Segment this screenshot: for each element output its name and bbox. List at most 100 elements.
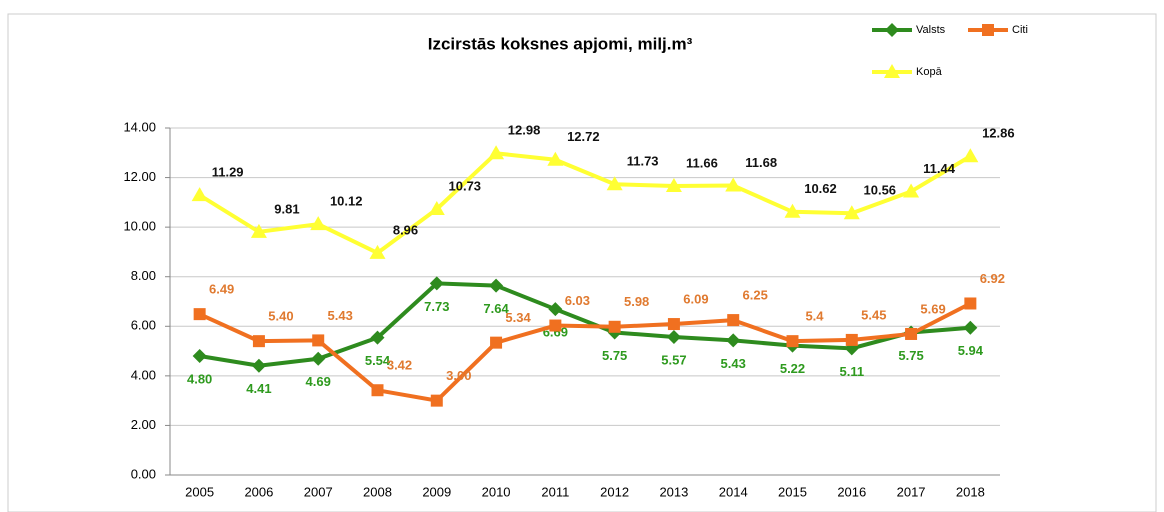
data-label: 10.56	[864, 183, 897, 198]
chart-title: Izcirstās koksnes apjomi, milj.m³	[428, 34, 693, 53]
data-label: 10.62	[804, 181, 837, 196]
data-label: 11.68	[745, 155, 777, 170]
marker	[311, 351, 326, 366]
data-label: 11.29	[212, 165, 244, 180]
data-label: 5.45	[861, 307, 886, 322]
data-label: 5.69	[920, 301, 945, 316]
data-label: 5.98	[624, 294, 649, 309]
x-tick-label: 2012	[600, 484, 629, 499]
data-label: 4.80	[187, 371, 212, 386]
marker	[312, 334, 325, 347]
data-label: 6.03	[565, 293, 590, 308]
marker	[428, 201, 445, 216]
marker	[252, 335, 265, 348]
y-tick-label: 10.00	[123, 219, 156, 234]
data-label: 6.49	[209, 282, 234, 297]
data-label: 12.86	[982, 126, 1015, 141]
marker	[665, 177, 682, 192]
data-label: 5.75	[602, 348, 627, 363]
x-tick-label: 2018	[956, 484, 985, 499]
x-tick-label: 2009	[422, 484, 451, 499]
data-label: 5.43	[721, 356, 746, 371]
marker	[786, 335, 799, 348]
data-label: 12.98	[508, 123, 541, 138]
y-tick-label: 2.00	[131, 417, 156, 432]
x-tick-label: 2008	[363, 484, 392, 499]
marker	[250, 223, 267, 238]
x-tick-label: 2014	[719, 484, 748, 499]
y-tick-label: 8.00	[131, 268, 156, 283]
y-tick-label: 0.00	[131, 466, 156, 481]
marker	[191, 187, 208, 202]
marker	[489, 278, 504, 293]
x-tick-label: 2017	[897, 484, 926, 499]
marker	[192, 349, 207, 364]
data-label: 5.4	[805, 309, 824, 324]
x-tick-label: 2010	[482, 484, 511, 499]
marker	[549, 319, 562, 332]
marker	[784, 203, 801, 218]
data-label: 4.41	[246, 381, 271, 396]
data-label: 10.73	[449, 178, 482, 193]
marker	[727, 314, 740, 327]
data-label: 5.34	[505, 310, 531, 325]
data-label: 3.00	[446, 368, 471, 383]
marker	[903, 183, 920, 198]
x-tick-label: 2016	[837, 484, 866, 499]
series-line	[199, 281, 971, 368]
y-tick-label: 12.00	[123, 169, 156, 184]
data-label: 8.96	[393, 222, 418, 237]
marker	[725, 177, 742, 192]
marker	[371, 384, 384, 397]
data-label: 12.72	[567, 129, 600, 144]
marker	[884, 64, 900, 78]
data-label: 10.12	[330, 194, 363, 209]
marker	[963, 320, 978, 335]
data-label: 5.75	[898, 348, 923, 363]
marker	[843, 205, 860, 220]
data-label: 9.81	[274, 201, 299, 216]
data-label: 5.54	[365, 353, 391, 368]
x-tick-label: 2005	[185, 484, 214, 499]
data-label: 6.92	[980, 271, 1005, 286]
marker	[488, 145, 505, 160]
data-label: 11.44	[923, 161, 956, 176]
series-line	[198, 301, 972, 403]
x-tick-label: 2007	[304, 484, 333, 499]
marker	[982, 24, 994, 36]
data-label: 11.66	[686, 155, 718, 170]
marker	[905, 327, 918, 340]
legend-label: Citi	[1012, 24, 1028, 36]
data-label: 5.11	[839, 364, 864, 379]
marker	[845, 333, 858, 346]
marker	[885, 23, 899, 37]
data-label: 11.73	[627, 154, 659, 169]
x-tick-label: 2006	[244, 484, 273, 499]
series-line	[198, 151, 972, 256]
x-tick-label: 2015	[778, 484, 807, 499]
marker	[962, 148, 979, 163]
y-tick-label: 6.00	[131, 318, 156, 333]
y-tick-label: 4.00	[131, 367, 156, 382]
marker	[430, 394, 443, 407]
marker	[310, 216, 327, 231]
chart-frame	[7, 13, 1157, 512]
data-label: 4.69	[306, 374, 331, 389]
data-label: 5.57	[661, 352, 686, 367]
legend-label: Kopā	[916, 66, 943, 78]
marker	[608, 320, 621, 333]
marker	[429, 276, 444, 291]
x-tick-label: 2011	[541, 484, 569, 499]
data-label: 3.42	[387, 358, 412, 373]
marker	[193, 308, 206, 321]
marker	[370, 330, 385, 345]
data-label: 5.94	[958, 343, 984, 358]
marker	[547, 151, 564, 166]
data-label: 6.09	[683, 291, 708, 306]
marker	[726, 333, 741, 348]
marker	[667, 318, 680, 331]
marker	[964, 297, 977, 310]
data-label: 7.73	[424, 299, 449, 314]
data-label: 5.22	[780, 361, 805, 376]
